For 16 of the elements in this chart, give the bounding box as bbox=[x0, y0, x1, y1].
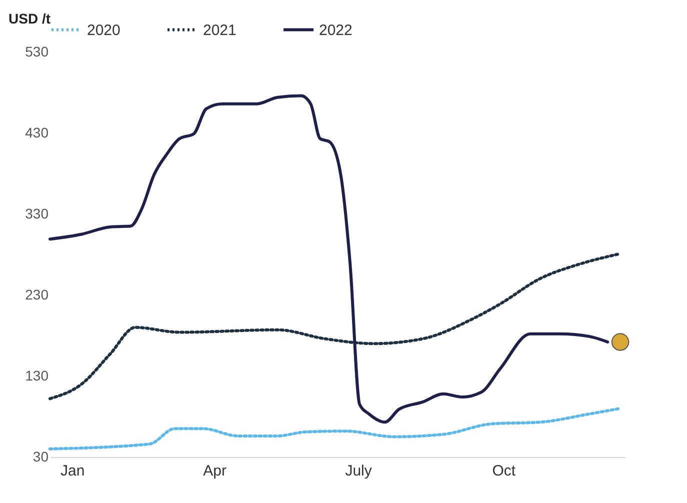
line-series bbox=[48, 252, 622, 400]
legend-label: 2022 bbox=[319, 22, 352, 39]
y-tick-label: 30 bbox=[32, 448, 49, 464]
legend-label: 2020 bbox=[87, 22, 120, 39]
y-tick-label: 230 bbox=[25, 286, 49, 302]
y-tick-label: 330 bbox=[25, 206, 49, 222]
x-tick-label: Apr bbox=[203, 462, 226, 480]
y-tick-label: 530 bbox=[25, 44, 49, 60]
y-tick-label: 130 bbox=[25, 368, 49, 384]
x-tick-label: July bbox=[345, 462, 372, 480]
y-axis-title: USD /t bbox=[8, 10, 51, 26]
line-series bbox=[48, 94, 610, 424]
x-tick-label: Jan bbox=[60, 462, 85, 480]
x-tick-label: Oct bbox=[492, 462, 516, 480]
y-tick-label: 430 bbox=[25, 124, 49, 140]
legend-label: 2021 bbox=[203, 22, 236, 39]
